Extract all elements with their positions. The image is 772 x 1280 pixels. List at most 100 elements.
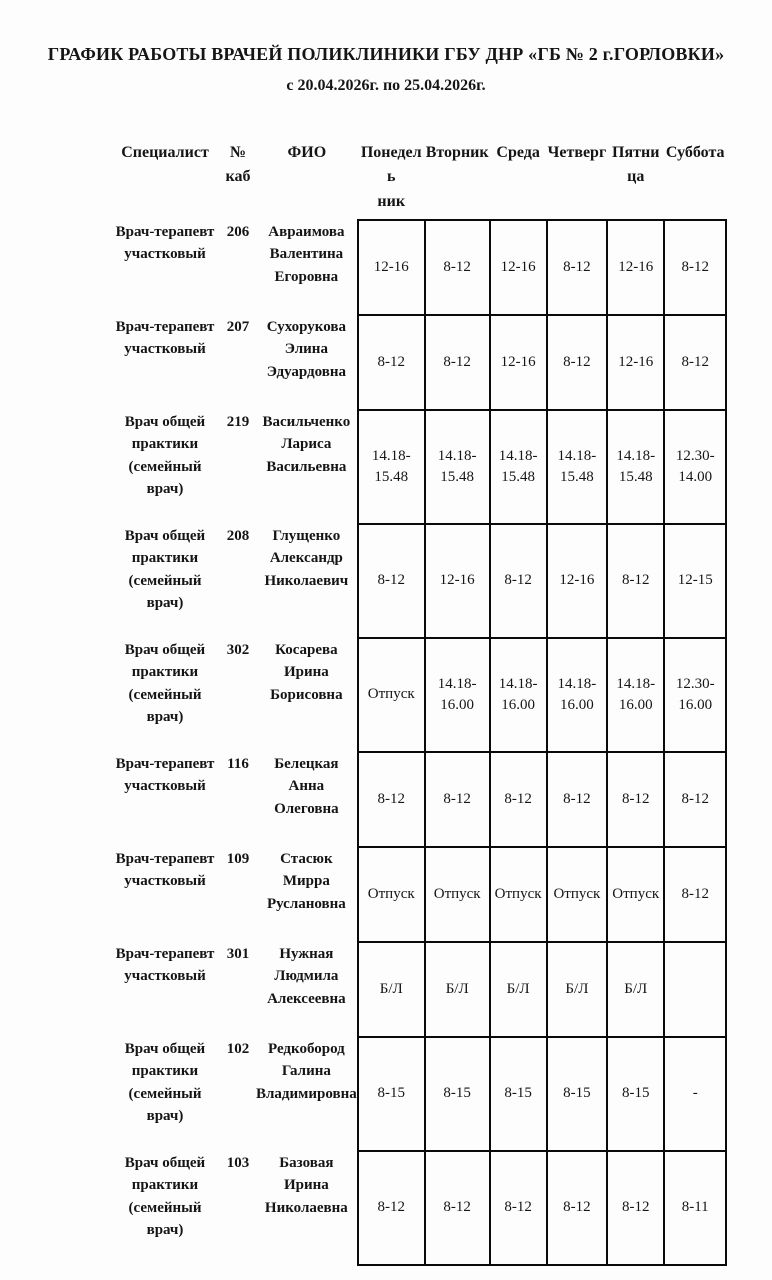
table-row: Врач общей практики (семейный врач) 103 … [110, 1149, 728, 1266]
schedule-cell-thursday: 8-12 [545, 218, 609, 316]
specialist-cell: Врач-терапевт участковый [115, 755, 215, 795]
fio-cell: Нужная Людмила Алексеевна [267, 945, 346, 1007]
schedule-cell-tuesday: 8-12 [423, 313, 491, 411]
fio-cell: Базовая Ирина Николаевна [264, 1154, 348, 1216]
schedule-cell-wednesday: 8-12 [488, 1149, 548, 1266]
schedule-cell-friday: 8-15 [606, 1035, 666, 1152]
specialist-cell: Врач-терапевт участковый [115, 318, 215, 358]
table-row: Врач-терапевт участковый 116 Белецкая Ан… [110, 750, 728, 848]
specialist-cell: Врач общей практики (семейный врач) [124, 641, 206, 726]
schedule-cell-wednesday: Отпуск [488, 845, 548, 943]
schedule-cell-thursday: 8-15 [545, 1035, 609, 1152]
schedule-cell-friday: 8-12 [606, 522, 666, 639]
schedule-cell-tuesday: 8-15 [423, 1035, 491, 1152]
schedule-cell-wednesday: 8-15 [488, 1035, 548, 1152]
schedule-cell-monday: 14.18- 15.48 [356, 408, 426, 525]
schedule-cell-monday: Отпуск [356, 636, 426, 753]
specialist-cell: Врач-терапевт участковый [115, 223, 215, 263]
schedule-cell-thursday: Б/Л [545, 940, 609, 1038]
schedule-cell-wednesday: 8-12 [488, 522, 548, 639]
table-row: Врач-терапевт участковый 301 Нужная Людм… [110, 940, 728, 1038]
schedule-cell-monday: 8-15 [356, 1035, 426, 1152]
table-row: Врач-терапевт участковый 207 Сухорукова … [110, 313, 728, 411]
schedule-cell-friday: 8-12 [606, 750, 666, 848]
table-row: Врач общей практики (семейный врач) 102 … [110, 1035, 728, 1152]
col-header-monday: Понедел ь ник [360, 143, 422, 211]
col-header-wednesday: Среда [496, 143, 540, 161]
table-row: Врач общей практики (семейный врач) 302 … [110, 636, 728, 753]
fio-cell: Белецкая Анна Олеговна [274, 755, 339, 817]
schedule-cell-friday: 14.18- 16.00 [606, 636, 666, 753]
schedule-cell-monday: Б/Л [356, 940, 426, 1038]
schedule-cell-tuesday: 14.18- 15.48 [423, 408, 491, 525]
schedule-cell-friday: Б/Л [606, 940, 666, 1038]
table-row: Врач общей практики (семейный врач) 219 … [110, 408, 728, 525]
room-number-cell: 208 [226, 527, 250, 544]
schedule-cell-saturday: 12-15 [663, 522, 728, 639]
specialist-cell: Врач общей практики (семейный врач) [124, 413, 206, 498]
page-title: ГРАФИК РАБОТЫ ВРАЧЕЙ ПОЛИКЛИНИКИ ГБУ ДНР… [47, 44, 725, 64]
schedule-cell-monday: Отпуск [356, 845, 426, 943]
fio-cell: Редкобород Галина Владимировна [256, 1040, 357, 1102]
table-row: Врач-терапевт участковый 109 Стасюк Мирр… [110, 845, 728, 943]
specialist-cell: Врач общей практики (семейный врач) [124, 1154, 206, 1239]
schedule-cell-thursday: 12-16 [545, 522, 609, 639]
schedule-cell-thursday: Отпуск [545, 845, 609, 943]
table-row: Врач-терапевт участковый 206 Авраимова В… [110, 218, 728, 316]
room-number-cell: 102 [226, 1040, 250, 1057]
fio-cell: Сухорукова Элина Эдуардовна [266, 318, 347, 380]
table-row: Врач общей практики (семейный врач) 208 … [110, 522, 728, 639]
schedule-cell-monday: 12-16 [356, 218, 426, 316]
room-number-cell: 219 [226, 413, 250, 430]
room-number-cell: 116 [227, 755, 249, 772]
schedule-cell-tuesday: 12-16 [423, 522, 491, 639]
doctors-schedule-table: Специалист № каб ФИО Понедел ь ник Вторн… [110, 141, 728, 1266]
specialist-cell: Врач общей практики (семейный врач) [124, 527, 206, 612]
fio-cell: Авраимова Валентина Егоровна [268, 223, 345, 285]
specialist-cell: Врач-терапевт участковый [115, 945, 215, 985]
schedule-cell-thursday: 14.18- 15.48 [545, 408, 609, 525]
schedule-cell-friday: 14.18- 15.48 [606, 408, 666, 525]
schedule-cell-wednesday: 14.18- 15.48 [488, 408, 548, 525]
schedule-cell-saturday: 8-12 [663, 845, 728, 943]
room-number-cell: 206 [226, 223, 250, 240]
schedule-cell-saturday: 8-12 [663, 218, 728, 316]
specialist-cell: Врач общей практики (семейный врач) [124, 1040, 206, 1125]
schedule-cell-friday: 12-16 [606, 313, 666, 411]
col-header-tuesday: Вторник [425, 143, 489, 161]
schedule-cell-tuesday: Отпуск [423, 845, 491, 943]
schedule-cell-wednesday: 8-12 [488, 750, 548, 848]
date-range: с 20.04.2026г. по 25.04.2026г. [286, 76, 486, 94]
col-header-room-number: № каб [225, 143, 251, 186]
schedule-cell-tuesday: Б/Л [423, 940, 491, 1038]
schedule-cell-tuesday: 8-12 [423, 750, 491, 848]
schedule-cell-friday: Отпуск [606, 845, 666, 943]
schedule-cell-monday: 8-12 [356, 750, 426, 848]
room-number-cell: 109 [226, 850, 250, 867]
room-number-cell: 103 [226, 1154, 250, 1171]
schedule-cell-thursday: 8-12 [545, 313, 609, 411]
col-header-saturday: Суббота [665, 143, 725, 161]
schedule-cell-thursday: 14.18- 16.00 [545, 636, 609, 753]
room-number-cell: 302 [226, 641, 250, 658]
schedule-cell-wednesday: 14.18- 16.00 [488, 636, 548, 753]
schedule-cell-saturday: 12.30- 14.00 [663, 408, 728, 525]
schedule-cell-friday: 8-12 [606, 1149, 666, 1266]
schedule-cell-monday: 8-12 [356, 522, 426, 639]
schedule-cell-tuesday: 14.18- 16.00 [423, 636, 491, 753]
col-header-fio: ФИО [287, 143, 327, 161]
schedule-cell-saturday: 8-12 [663, 313, 728, 411]
fio-cell: Глущенко Александр Николаевич [264, 527, 349, 589]
schedule-cell-thursday: 8-12 [545, 1149, 609, 1266]
room-number-cell: 301 [226, 945, 250, 962]
schedule-cell-saturday [663, 940, 728, 1038]
col-header-thursday: Четверг [547, 143, 607, 161]
schedule-cell-wednesday: 12-16 [488, 218, 548, 316]
schedule-cell-monday: 8-12 [356, 313, 426, 411]
schedule-cell-wednesday: 12-16 [488, 313, 548, 411]
schedule-cell-saturday: 8-11 [663, 1149, 728, 1266]
schedule-cell-tuesday: 8-12 [423, 1149, 491, 1266]
schedule-cell-friday: 12-16 [606, 218, 666, 316]
schedule-cell-saturday: - [663, 1035, 728, 1152]
